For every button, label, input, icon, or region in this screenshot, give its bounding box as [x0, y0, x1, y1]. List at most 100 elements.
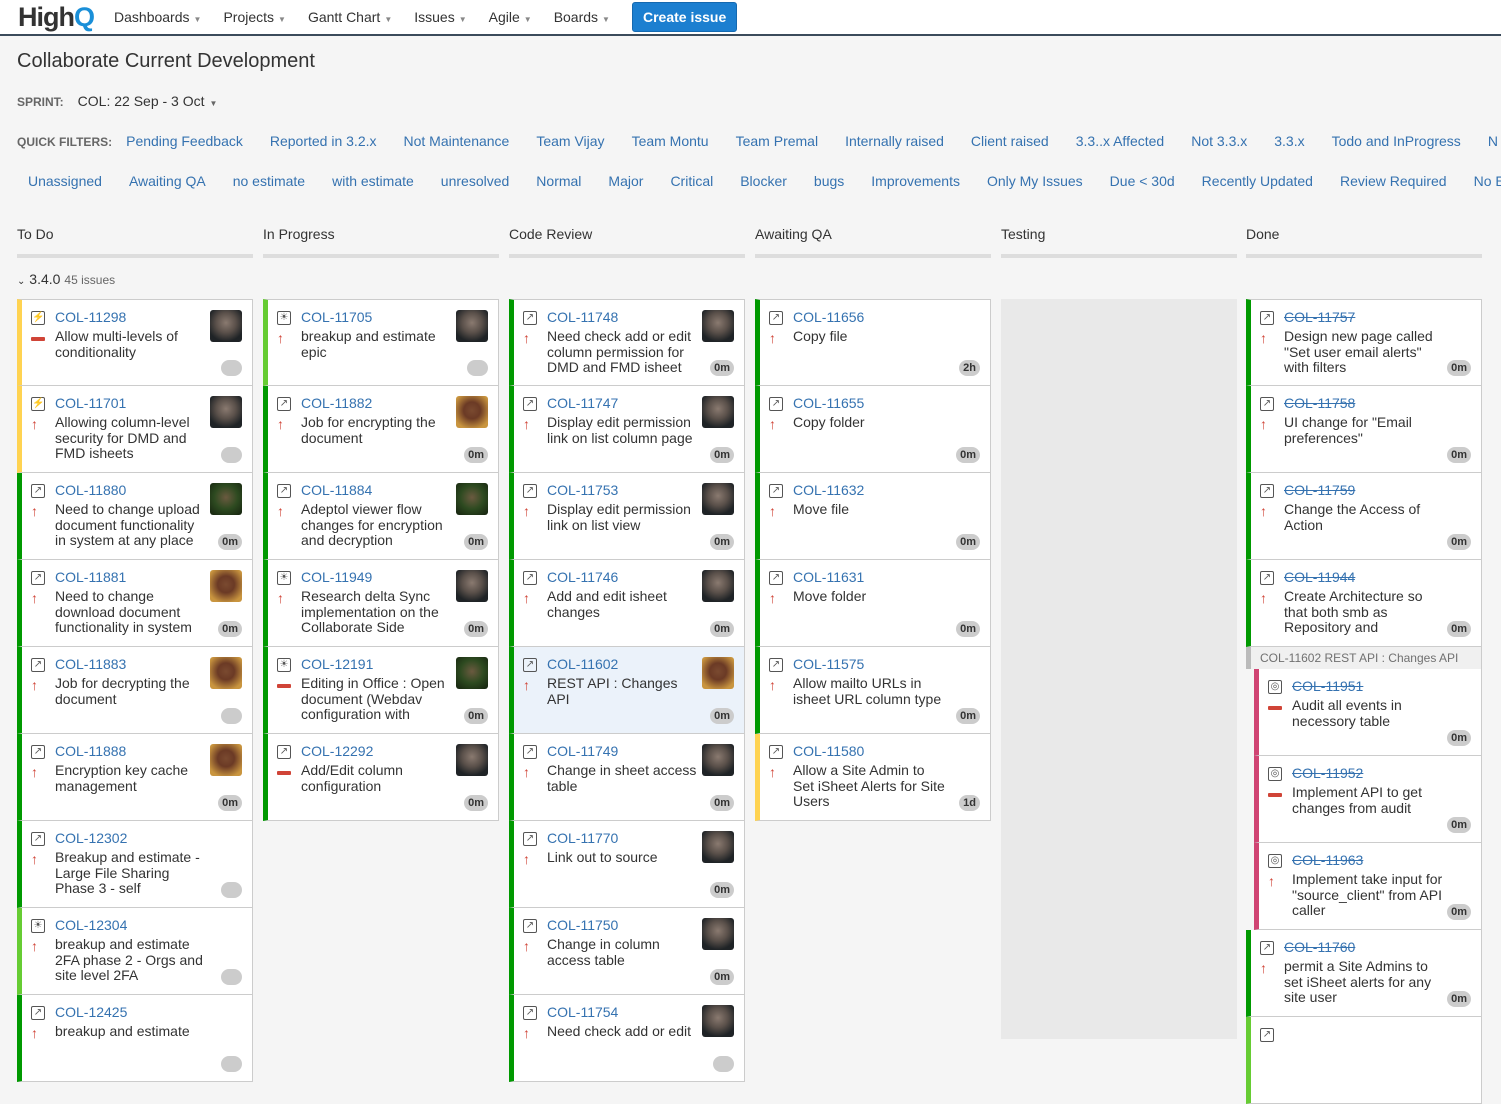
nav-dashboards[interactable]: Dashboards ▼: [114, 9, 201, 25]
assignee-avatar[interactable]: [456, 744, 488, 776]
issue-card[interactable]: ↗ COL-11884 Adeptol viewer flow changes fo…: [263, 473, 499, 560]
assignee-avatar[interactable]: [702, 744, 734, 776]
issue-card[interactable]: ☀ COL-11949 Research delta Sync implementa…: [263, 560, 499, 647]
issue-key[interactable]: COL-11759: [1284, 482, 1356, 498]
quick-filter[interactable]: Recently Updated: [1201, 173, 1313, 189]
quick-filter[interactable]: Not 3.3.x: [1191, 133, 1248, 149]
issue-key[interactable]: COL-12425: [55, 1004, 128, 1020]
swimlane-header[interactable]: ⌄ 3.4.0 45 issues: [17, 271, 115, 287]
issue-card[interactable]: ↗ COL-11759 Change the Access of Action ↑ 0m: [1246, 473, 1482, 560]
assignee-avatar[interactable]: [456, 483, 488, 515]
issue-card[interactable]: ↗ COL-11750 Change in column access table ↑…: [509, 908, 745, 995]
issue-key[interactable]: COL-11631: [793, 569, 865, 585]
issue-key[interactable]: COL-11760: [1284, 939, 1356, 955]
quick-filter[interactable]: unresolved: [440, 173, 510, 189]
quick-filter[interactable]: Reported in 3.2.x: [269, 133, 377, 149]
issue-card[interactable]: ↗ COL-11632 Move file ↑ 0m: [755, 473, 991, 560]
issue-key[interactable]: COL-11602: [547, 656, 619, 672]
issue-key[interactable]: COL-11951: [1292, 678, 1364, 694]
quick-filter[interactable]: Team Premal: [735, 133, 819, 149]
issue-card[interactable]: ↗ COL-12302 Breakup and estimate - Large F…: [17, 821, 253, 908]
nav-projects[interactable]: Projects ▼: [223, 9, 286, 25]
issue-key[interactable]: COL-11952: [1292, 765, 1364, 781]
quick-filter[interactable]: N: [1487, 133, 1498, 149]
assignee-avatar[interactable]: [702, 1005, 734, 1037]
highq-logo[interactable]: HighQ: [18, 1, 95, 32]
quick-filter[interactable]: Due < 30d: [1109, 173, 1175, 189]
issue-card[interactable]: ↗ COL-11575 Allow mailto URLs in isheet UR…: [755, 647, 991, 734]
issue-card[interactable]: ↗: [1246, 1017, 1482, 1104]
assignee-avatar[interactable]: [210, 570, 242, 602]
nav-agile[interactable]: Agile ▼: [489, 9, 532, 25]
assignee-avatar[interactable]: [702, 918, 734, 950]
assignee-avatar[interactable]: [210, 744, 242, 776]
issue-card[interactable]: ↗ COL-11746 Add and edit isheet changes ↑ 0m: [509, 560, 745, 647]
assignee-avatar[interactable]: [456, 396, 488, 428]
issue-key[interactable]: COL-11747: [547, 395, 619, 411]
issue-key[interactable]: COL-11701: [55, 395, 127, 411]
assignee-avatar[interactable]: [702, 483, 734, 515]
issue-key[interactable]: COL-11632: [793, 482, 865, 498]
assignee-avatar[interactable]: [456, 570, 488, 602]
issue-key[interactable]: COL-11888: [55, 743, 127, 759]
quick-filter[interactable]: Team Montu: [631, 133, 709, 149]
issue-card[interactable]: ↗ COL-11631 Move folder ↑ 0m: [755, 560, 991, 647]
issue-key[interactable]: COL-11705: [301, 309, 373, 325]
sprint-value[interactable]: COL: 22 Sep - 3 Oct: [77, 93, 205, 109]
quick-filter[interactable]: Major: [608, 173, 644, 189]
issue-card[interactable]: ↗ COL-11748 Need check add or edit column …: [509, 299, 745, 386]
parent-issue-header[interactable]: COL-11602 REST API : Changes API: [1246, 647, 1482, 669]
issue-key[interactable]: COL-11746: [547, 569, 619, 585]
quick-filter[interactable]: no estimate: [232, 173, 306, 189]
assignee-avatar[interactable]: [702, 657, 734, 689]
quick-filter[interactable]: bugs: [813, 173, 845, 189]
quick-filter[interactable]: 3.3..x Affected: [1075, 133, 1165, 149]
quick-filter[interactable]: Review Required: [1339, 173, 1447, 189]
issue-card[interactable]: ↗ COL-11656 Copy file ↑ 2h: [755, 299, 991, 386]
issue-key[interactable]: COL-11575: [793, 656, 865, 672]
issue-card[interactable]: ↗ COL-11770 Link out to source ↑ 0m: [509, 821, 745, 908]
issue-key[interactable]: COL-11580: [793, 743, 865, 759]
issue-key[interactable]: COL-11754: [547, 1004, 619, 1020]
quick-filter[interactable]: Team Vijay: [536, 133, 605, 149]
issue-key[interactable]: COL-11758: [1284, 395, 1356, 411]
issue-key[interactable]: COL-11881: [55, 569, 127, 585]
quick-filter[interactable]: Normal: [536, 173, 582, 189]
issue-card[interactable]: ↗ COL-11757 Design new page called "Set us…: [1246, 299, 1482, 386]
assignee-avatar[interactable]: [456, 310, 488, 342]
quick-filter[interactable]: Client raised: [970, 133, 1049, 149]
issue-card[interactable]: ↗ COL-11758 UI change for "Email preferenc…: [1246, 386, 1482, 473]
assignee-avatar[interactable]: [210, 310, 242, 342]
issue-card[interactable]: ↗ COL-11883 Job for decrypting the documen…: [17, 647, 253, 734]
issue-card[interactable]: ⚡ COL-11298 Allow multi-levels of conditio…: [17, 299, 253, 386]
quick-filter[interactable]: 3.3.x: [1274, 133, 1305, 149]
issue-card[interactable]: ⚡ COL-11701 Allowing column-level security…: [17, 386, 253, 473]
assignee-avatar[interactable]: [210, 657, 242, 689]
nav-issues[interactable]: Issues ▼: [414, 9, 466, 25]
sprint-selector[interactable]: SPRINT: COL: 22 Sep - 3 Oct ▼: [17, 93, 217, 109]
issue-key[interactable]: COL-11949: [301, 569, 373, 585]
assignee-avatar[interactable]: [702, 310, 734, 342]
issue-card[interactable]: ↗ COL-11754 Need check add or edit ↑: [509, 995, 745, 1082]
issue-card[interactable]: ↗ COL-11753 Display edit permission link o…: [509, 473, 745, 560]
issue-key[interactable]: COL-11883: [55, 656, 127, 672]
assignee-avatar[interactable]: [702, 570, 734, 602]
issue-key[interactable]: COL-11882: [301, 395, 373, 411]
issue-key[interactable]: COL-11748: [547, 309, 619, 325]
issue-card[interactable]: ◎ COL-11963 Implement take input for "sour…: [1254, 843, 1482, 930]
issue-card[interactable]: ↗ COL-11882 Job for encrypting the documen…: [263, 386, 499, 473]
issue-key[interactable]: COL-12191: [301, 656, 374, 672]
quick-filter[interactable]: Not Maintenance: [403, 133, 510, 149]
issue-card[interactable]: ↗ COL-11747 Display edit permission link o…: [509, 386, 745, 473]
issue-key[interactable]: COL-11770: [547, 830, 619, 846]
quick-filter[interactable]: with estimate: [332, 173, 414, 189]
issue-key[interactable]: COL-11749: [547, 743, 619, 759]
issue-key[interactable]: COL-11963: [1292, 852, 1364, 868]
issue-key[interactable]: COL-11880: [55, 482, 127, 498]
nav-boards[interactable]: Boards ▼: [554, 9, 610, 25]
issue-card[interactable]: ↗ COL-11880 Need to change upload document…: [17, 473, 253, 560]
issue-card[interactable]: ↗ COL-12292 Add/Edit column configuration 0…: [263, 734, 499, 821]
issue-card[interactable]: ↗ COL-11749 Change in sheet access table ↑ 0…: [509, 734, 745, 821]
quick-filter[interactable]: No E: [1473, 173, 1501, 189]
issue-card[interactable]: ☀ COL-12191 Editing in Office : Open docum…: [263, 647, 499, 734]
